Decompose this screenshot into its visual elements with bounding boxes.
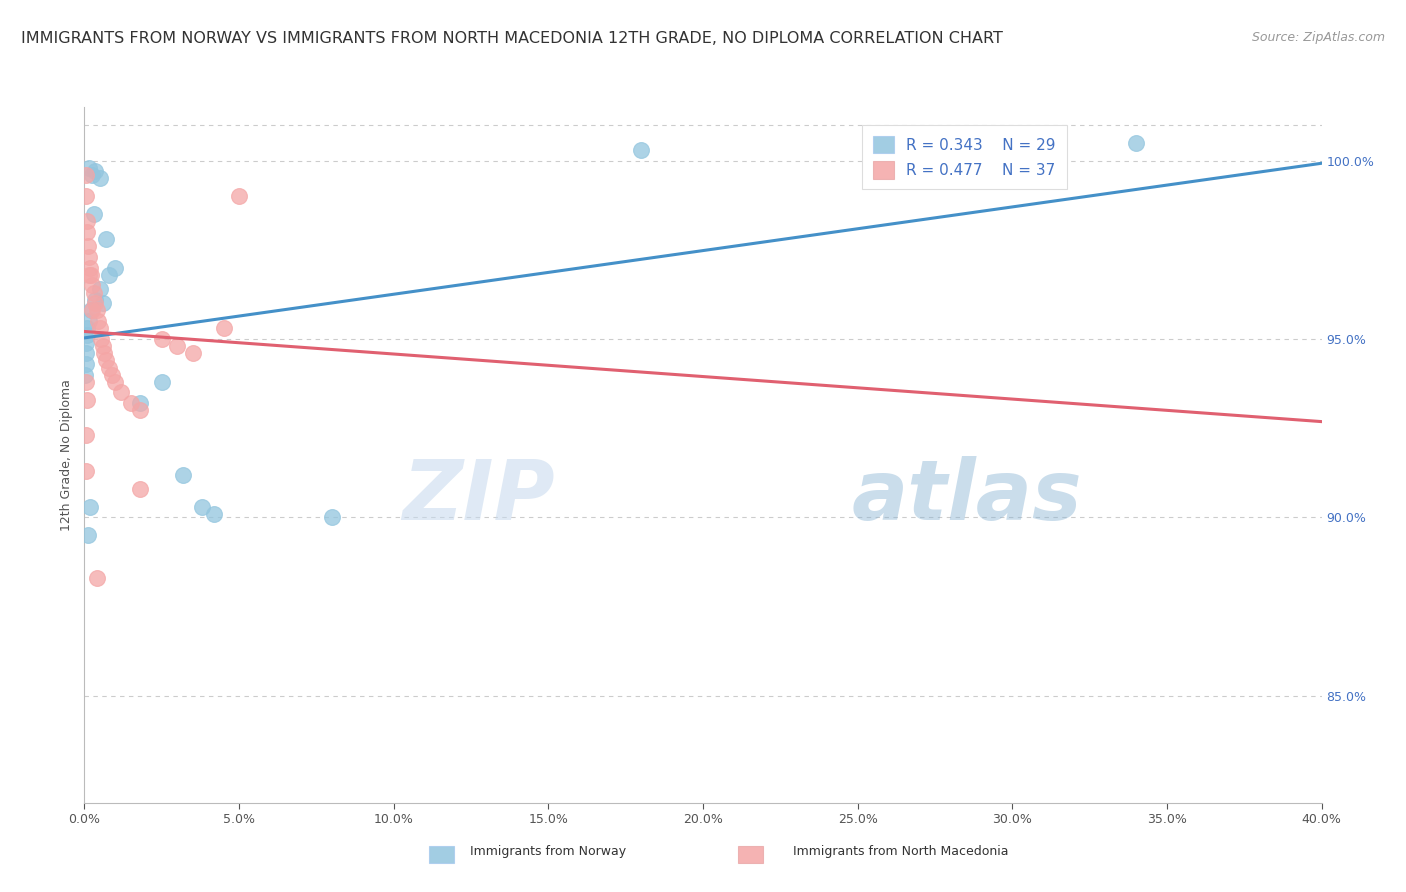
Text: Immigrants from Norway: Immigrants from Norway (450, 846, 626, 858)
Point (228, 189, 250, 203)
Point (75, 346, 97, 360)
Point (82, 303, 104, 318)
Point (191, 500, 214, 514)
Point (104, 260, 127, 275)
Point (1125, 136, 1147, 150)
Point (89, 171, 111, 186)
Point (90, 332, 112, 346)
Text: atlas: atlas (852, 456, 1083, 537)
Text: Source: ZipAtlas.com: Source: ZipAtlas.com (1251, 31, 1385, 45)
Point (79, 260, 101, 275)
Point (79, 500, 101, 514)
Point (83, 207, 105, 221)
Point (75, 428, 97, 442)
Point (202, 507, 225, 521)
Point (84, 296, 107, 310)
Point (86, 303, 108, 318)
Point (77, 314, 100, 328)
Point (76, 328, 98, 343)
Point (75, 189, 97, 203)
Point (86, 571, 108, 585)
Point (321, 510, 343, 524)
Point (89, 321, 111, 335)
Y-axis label: 12th Grade, No Diploma: 12th Grade, No Diploma (60, 379, 73, 531)
Point (75, 357, 97, 371)
Point (172, 467, 194, 482)
Point (212, 321, 235, 335)
Point (166, 339, 188, 353)
Point (84, 293, 107, 307)
Point (82, 278, 104, 293)
Point (77, 161, 100, 175)
Point (129, 482, 152, 496)
Point (98, 360, 121, 375)
Legend: R = 0.343    N = 29, R = 0.477    N = 37: R = 0.343 N = 29, R = 0.477 N = 37 (862, 125, 1067, 189)
Point (79, 303, 101, 318)
Point (150, 375, 173, 389)
Point (77, 528, 100, 542)
Point (101, 368, 124, 382)
Text: Immigrants from North Macedonia: Immigrants from North Macedonia (773, 846, 1008, 858)
Point (104, 375, 127, 389)
Point (77, 268, 100, 282)
Point (77, 239, 100, 253)
Point (76, 214, 98, 228)
Point (76, 321, 98, 335)
Point (98, 268, 121, 282)
Point (91, 296, 114, 310)
Point (76, 225, 98, 239)
Text: ZIP: ZIP (402, 456, 554, 537)
Point (150, 332, 173, 346)
Point (79, 268, 101, 282)
Point (181, 346, 204, 360)
Point (94, 353, 117, 368)
Point (129, 403, 152, 417)
Point (89, 282, 111, 296)
Point (94, 232, 117, 246)
Point (84, 164, 107, 178)
Point (82, 168, 104, 182)
Point (83, 285, 105, 300)
Point (630, 143, 652, 157)
Point (75, 168, 97, 182)
Point (129, 396, 152, 410)
Text: IMMIGRANTS FROM NORWAY VS IMMIGRANTS FROM NORTH MACEDONIA 12TH GRADE, NO DIPLOMA: IMMIGRANTS FROM NORWAY VS IMMIGRANTS FRO… (21, 31, 1002, 46)
Point (75, 368, 97, 382)
Point (75, 464, 97, 478)
Point (110, 385, 132, 400)
Point (75, 335, 97, 350)
Point (120, 396, 142, 410)
Point (93, 346, 115, 360)
Point (75, 375, 97, 389)
Point (87, 314, 110, 328)
Point (91, 339, 114, 353)
Point (76, 392, 98, 407)
Point (77, 250, 100, 264)
